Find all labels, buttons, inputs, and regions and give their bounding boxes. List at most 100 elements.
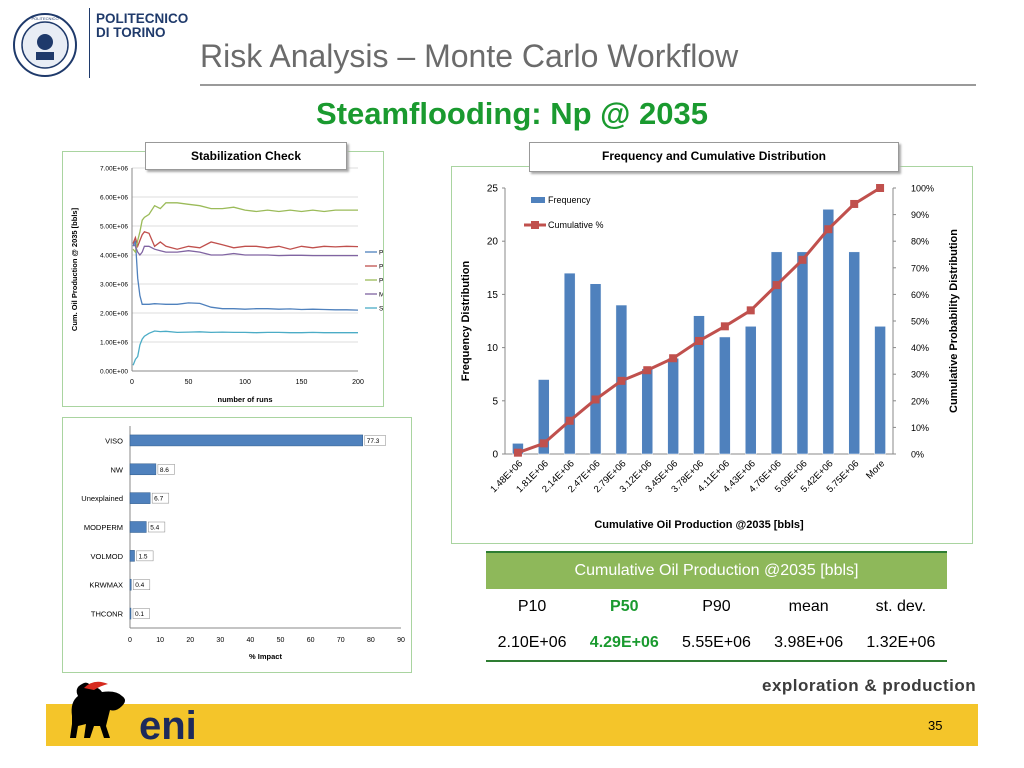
x-tick-label: 0	[130, 379, 134, 386]
y2-tick-label: 60%	[911, 290, 929, 300]
y-tick-label: 10	[487, 343, 499, 354]
impact-bar	[129, 607, 132, 620]
politecnico-seal-logo: POLITECNICO	[13, 13, 77, 77]
x-axis-title: number of runs	[217, 395, 272, 404]
x-tick-label: 70	[337, 637, 345, 644]
y2-tick-label: 70%	[911, 263, 929, 273]
stabilization-chart: 0.00E+00 1.00E+06 2.00E+06 3.00E+06 4.00E+06…	[70, 166, 402, 405]
data-label: 0.4	[135, 582, 144, 589]
cumulative-point	[565, 416, 574, 425]
data-label-box	[132, 579, 151, 590]
frequency-bar	[667, 357, 679, 455]
data-label-box	[151, 492, 170, 504]
y2-tick-label: 90%	[911, 210, 929, 220]
table-value-mean: 3.98E+06	[762, 625, 855, 662]
y-axis-title: Frequency Distribution	[460, 261, 472, 382]
table-header-p50: P50	[610, 598, 639, 615]
y2-axis-title: Cumulative Probability Distribution	[948, 229, 960, 413]
series-line-p90	[132, 202, 358, 254]
frequency-bar	[641, 368, 654, 455]
series-line-mean	[132, 242, 358, 257]
six-legged-dog-logo	[70, 681, 125, 738]
footer-bar	[46, 704, 978, 746]
x-tick-label: 100	[239, 379, 251, 386]
frequency-bar	[770, 251, 783, 455]
y-tick-label: 5.00E+06	[100, 224, 128, 231]
y2-tick-label: 40%	[911, 343, 929, 353]
y-tick-label: 7.00E+06	[100, 166, 128, 173]
series-line-st-dev-	[132, 330, 358, 366]
x-tick-label: 50	[277, 637, 285, 644]
x-axis-title: Cumulative Oil Production @2035 [bbls]	[594, 519, 804, 531]
legend-label: St. Dev.	[379, 306, 383, 313]
y-tick-label: 1.00E+06	[100, 340, 128, 347]
data-label: 5.4	[150, 525, 159, 532]
y-tick-label: 6.00E+06	[100, 195, 128, 202]
table-header-p90: P90	[702, 598, 731, 615]
impact-bar	[129, 492, 151, 504]
y-tick-label: 4.00E+06	[100, 253, 128, 260]
legend-label: Mean	[379, 292, 383, 299]
table-value-p50: 4.29E+06	[578, 625, 671, 662]
table-header-stdev: st. dev.	[875, 598, 927, 615]
cumulative-point	[591, 395, 600, 404]
university-name: POLITECNICO DI TORINO	[96, 12, 188, 40]
statistics-table: Cumulative Oil Production @2035 [bbls] P…	[486, 551, 947, 662]
data-label: 6.7	[154, 496, 163, 503]
page-title: Risk Analysis – Monte Carlo Workflow	[200, 38, 739, 74]
cumulative-point	[720, 322, 729, 331]
x-tick-label: 0	[128, 637, 132, 644]
legend-marker-cumulative	[531, 221, 539, 229]
x-tick-label: 200	[352, 379, 364, 386]
cumulative-point	[617, 376, 626, 385]
data-label: 1.5	[139, 553, 148, 560]
x-tick-label: 90	[397, 637, 405, 644]
table-value-p90: 5.55E+06	[670, 625, 763, 662]
eni-wordmark: eni	[139, 704, 197, 748]
frequency-chart: 0 5 10 15 20 25 0% 10% 20% 30% 40% 50% 60% 70% 80% 90% 1…	[460, 184, 960, 532]
impact-chart: VISO 77.3 NW 8.6 Unexplained 6.7 MODPERM 5.4 VOL…	[81, 426, 405, 661]
data-label-box	[136, 550, 154, 562]
category-label: THCONR	[91, 610, 124, 619]
x-tick-label: 80	[367, 637, 375, 644]
y2-tick-label: 30%	[911, 370, 929, 380]
stabilization-chart-panel: 0.00E+00 1.00E+06 2.00E+06 3.00E+06 4.00E+06…	[62, 151, 402, 407]
university-name-line1: POLITECNICO	[96, 11, 189, 26]
frequency-bar	[744, 326, 757, 455]
table-value-p10: 2.10E+06	[486, 625, 579, 662]
logo-divider	[89, 8, 90, 78]
frequency-bar	[848, 251, 860, 455]
impact-bar	[129, 578, 132, 591]
stabilization-chart-title: Stabilization Check	[145, 142, 347, 170]
cumulative-point	[850, 199, 859, 208]
frequency-bar	[538, 379, 550, 455]
page-number: 35	[928, 718, 943, 733]
data-label: 8.6	[160, 467, 169, 474]
frequency-bar	[796, 251, 809, 455]
svg-text:POLITECNICO: POLITECNICO	[31, 16, 58, 21]
data-label-box	[148, 521, 166, 533]
cumulative-point	[772, 281, 781, 290]
table-header-row: P10 P50 P90 mean st. dev.	[486, 589, 947, 625]
table-value-row: 2.10E+06 4.29E+06 5.55E+06 3.98E+06 1.32…	[486, 625, 947, 662]
y2-tick-label: 80%	[911, 237, 929, 247]
frequency-bar	[693, 315, 705, 455]
category-label: Unexplained	[81, 494, 123, 503]
data-label-box	[364, 435, 386, 446]
y2-tick-label: 50%	[911, 317, 929, 327]
series-line-p10	[132, 240, 359, 311]
category-label: VISO	[105, 436, 123, 445]
legend-label: P50	[379, 264, 383, 271]
series-line-p50	[132, 231, 359, 250]
category-label: VOLMOD	[90, 552, 123, 561]
title-divider	[200, 84, 976, 86]
x-tick-label: 150	[296, 379, 308, 386]
slide-subtitle: Steamflooding: Np @ 2035	[316, 96, 708, 131]
legend-label: P10	[379, 250, 383, 257]
frequency-bar	[563, 272, 576, 455]
cumulative-point	[798, 255, 807, 264]
x-tick-label: 10	[156, 637, 164, 644]
y2-tick-label: 20%	[911, 396, 929, 406]
legend-label: P90	[379, 278, 383, 285]
y-tick-label: 3.00E+06	[100, 282, 128, 289]
